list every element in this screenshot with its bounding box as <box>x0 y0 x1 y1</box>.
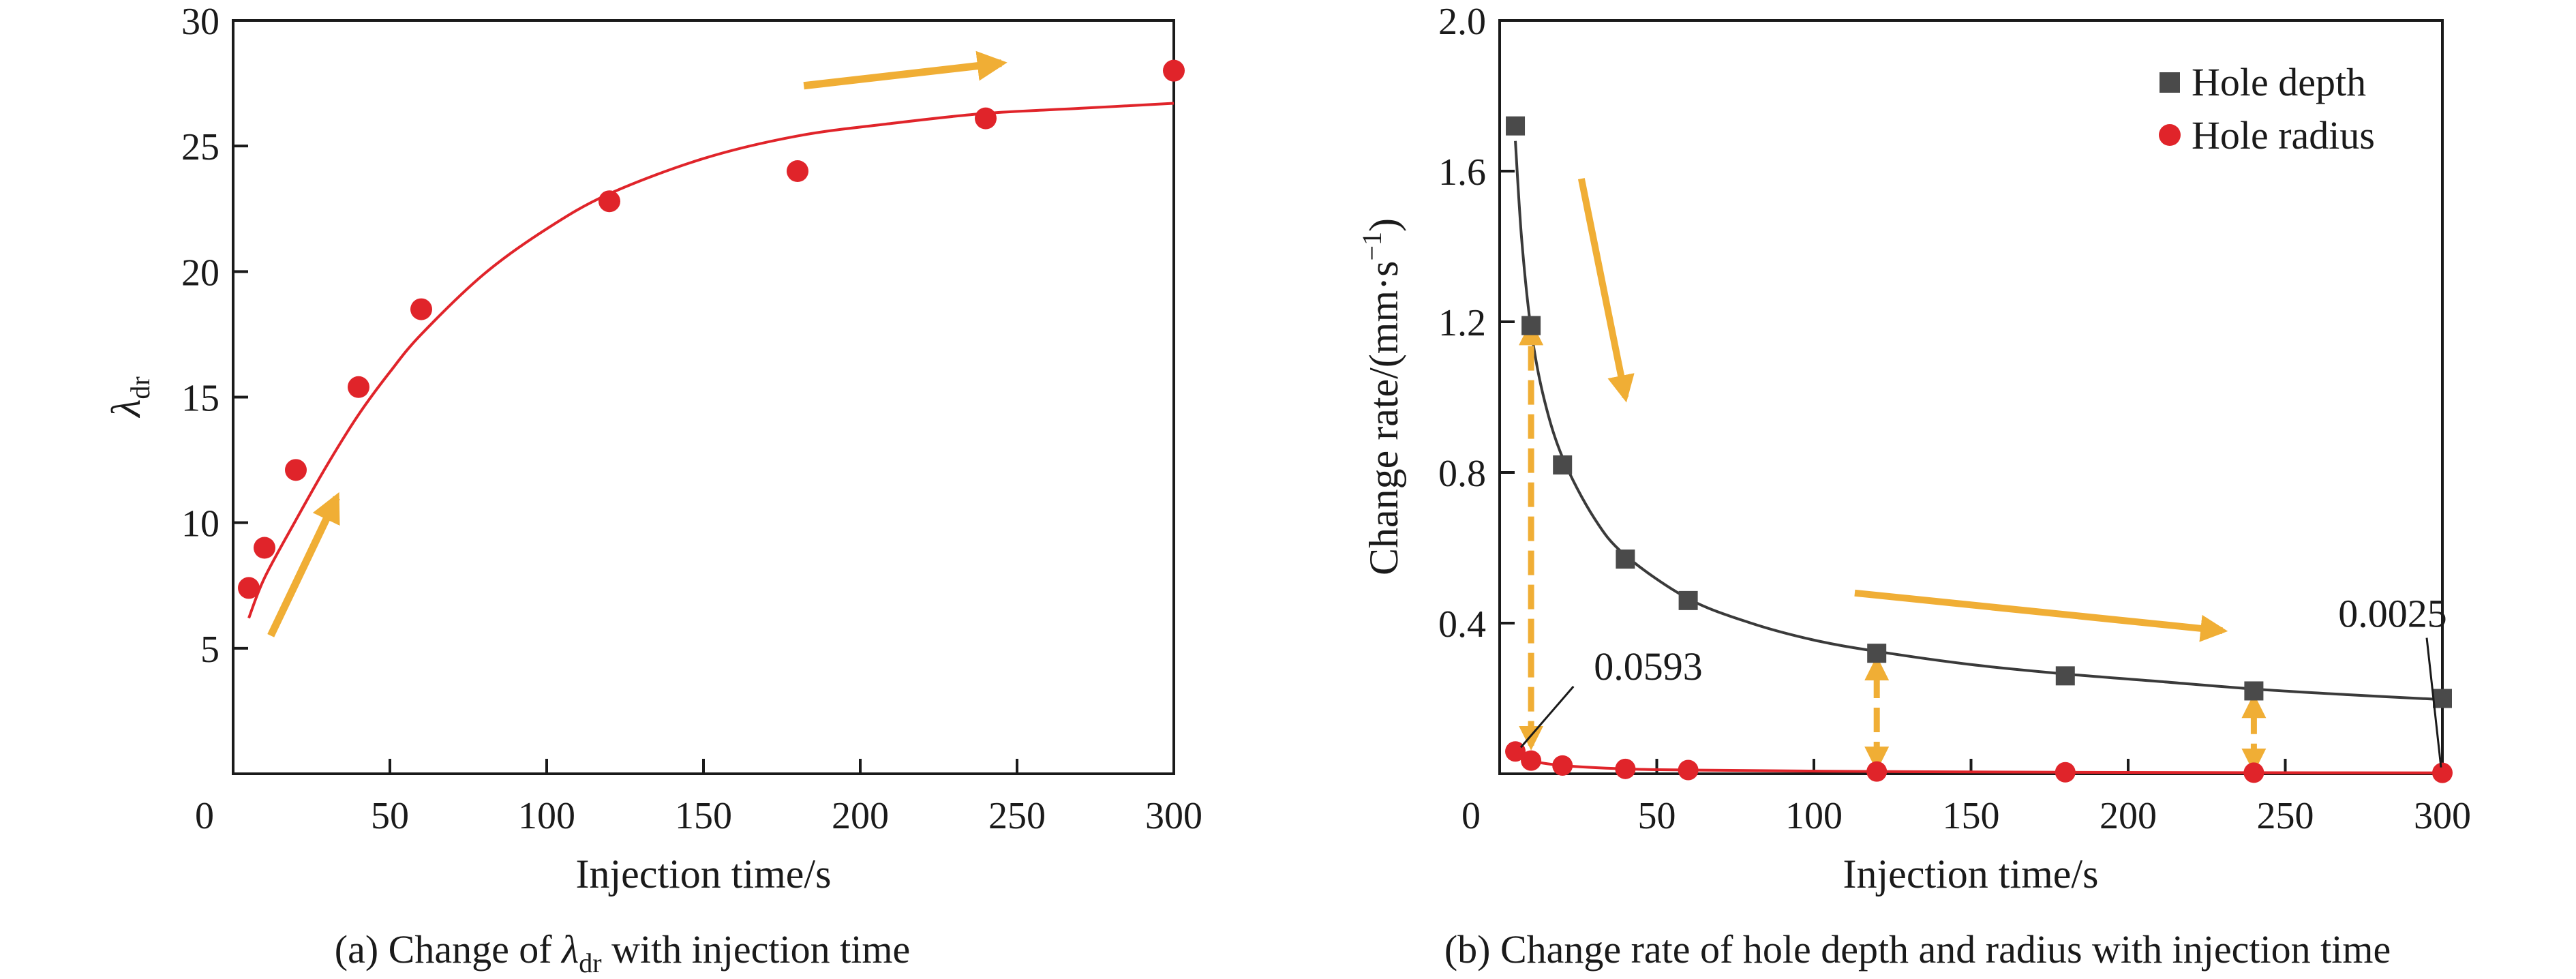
x-tick-label: 100 <box>1785 795 1843 837</box>
trend-arrow <box>267 492 340 637</box>
xlabel-a: Injection time/s <box>576 852 832 897</box>
data-point-hole-depth <box>2055 666 2075 686</box>
trend-arrows-a <box>267 50 1007 637</box>
x-tick-label: 250 <box>988 795 1046 837</box>
x-tick-label: 50 <box>1638 795 1676 837</box>
legend-marker-hole-depth <box>2160 72 2180 93</box>
ylabel-a-symbol: λ <box>104 400 149 419</box>
data-point-hole-depth <box>1616 549 1635 569</box>
data-point-lambda <box>254 537 275 559</box>
trend-arrows-b <box>1577 178 2228 642</box>
annotation-leader <box>1519 685 1575 749</box>
legend-b: Hole depth Hole radius <box>2159 60 2375 157</box>
data-point-hole-depth <box>2433 689 2452 708</box>
x-tick-label: 300 <box>2414 795 2471 837</box>
data-point-hole-radius <box>1615 758 1636 779</box>
data-point-lambda <box>598 190 620 213</box>
x-tick-label: 100 <box>518 795 575 837</box>
gap-arrows-b <box>1519 320 2267 773</box>
fit-curve-hole-radius <box>1515 751 2443 774</box>
x-tick-label: 150 <box>1943 795 2000 837</box>
data-point-lambda <box>410 298 432 320</box>
chart-panel-b: 0 50 100 150 200 250 300 0.4 0.8 1.2 1.6 2.0 0.0593… <box>1357 1 2471 972</box>
data-point-lambda <box>787 160 808 182</box>
ylabel-a: λdr <box>104 376 155 418</box>
y-tick-label: 0.8 <box>1438 453 1486 495</box>
x-tick-label: 50 <box>371 795 409 837</box>
annotation-leader <box>2425 637 2442 768</box>
data-point-hole-radius <box>1678 759 1699 781</box>
data-points-b <box>1505 116 2453 783</box>
data-point-hole-depth <box>1506 116 1526 136</box>
y-tick-label: 2.0 <box>1438 1 1486 43</box>
caption-b: (b) Change rate of hole depth and radius… <box>1444 927 2391 972</box>
data-point-lambda <box>285 459 307 481</box>
data-point-lambda <box>348 376 369 398</box>
data-point-hole-radius <box>1552 755 1573 776</box>
y-tick-label: 30 <box>181 1 219 43</box>
caption-a-symbol: λ <box>560 927 579 972</box>
data-point-lambda <box>238 577 260 599</box>
ylabel-b-end: ) <box>1361 218 1406 232</box>
trend-arrow <box>803 50 1007 90</box>
y-tick-label: 10 <box>181 503 219 545</box>
caption-a: (a) Change of λdr with injection time <box>335 927 910 978</box>
trend-arrow <box>1577 178 1635 403</box>
legend-label-hole-radius: Hole radius <box>2192 113 2375 157</box>
tick-marks-a <box>233 145 1018 774</box>
data-point-hole-depth <box>1678 590 1698 610</box>
y-tick-label: 15 <box>181 378 219 420</box>
data-point-hole-depth <box>1521 316 1541 335</box>
caption-a-suffix: with injection time <box>602 927 911 972</box>
tick-labels-a: 0 50 100 150 200 250 300 5 10 15 20 25 30 <box>181 1 1202 837</box>
x-tick-label: 200 <box>2100 795 2157 837</box>
data-point-hole-depth <box>1553 455 1573 475</box>
data-point-hole-radius <box>1866 761 1888 782</box>
data-point-hole-radius <box>1521 750 1542 771</box>
fit-curve-lambda <box>247 102 1175 619</box>
plot-frame-a <box>232 19 1175 775</box>
y-tick-label: 1.6 <box>1438 151 1486 194</box>
data-point-lambda <box>975 107 997 130</box>
ylabel-b: Change rate/(mm·s−1) <box>1357 218 1406 575</box>
data-point-lambda <box>1163 59 1185 82</box>
data-point-hole-depth <box>1867 644 1887 663</box>
y-tick-label: 25 <box>181 126 219 168</box>
x-tick-label: 300 <box>1145 795 1202 837</box>
data-point-hole-radius <box>2055 762 2076 783</box>
ylabel-b-sup: −1 <box>1357 232 1387 261</box>
data-point-hole-radius <box>2243 762 2264 783</box>
x-tick-label: 0 <box>195 795 214 837</box>
caption-a-sub: dr <box>579 948 601 978</box>
annotation-label: 0.0593 <box>1594 644 1703 689</box>
x-tick-label: 250 <box>2257 795 2314 837</box>
ylabel-b-main: Change rate/(mm·s <box>1361 261 1406 576</box>
y-tick-label: 1.2 <box>1438 302 1486 344</box>
caption-a-prefix: (a) Change of <box>335 927 562 972</box>
legend-marker-hole-radius <box>2159 124 2181 146</box>
fit-curve-hole-depth <box>1514 140 2443 702</box>
ylabel-a-sub: dr <box>125 376 155 399</box>
annotations-b: 0.0593 0.0025 <box>1519 592 2447 768</box>
x-tick-label: 0 <box>1461 795 1481 837</box>
xlabel-b: Injection time/s <box>1843 852 2099 897</box>
tick-labels-b: 0 50 100 150 200 250 300 0.4 0.8 1.2 1.6 2.0 <box>1438 1 2471 837</box>
y-tick-label: 5 <box>200 629 219 671</box>
y-tick-label: 0.4 <box>1438 603 1486 646</box>
x-tick-label: 150 <box>675 795 732 837</box>
trend-arrow <box>1854 589 2228 642</box>
data-point-hole-depth <box>2244 681 2264 701</box>
x-tick-label: 200 <box>832 795 889 837</box>
legend-label-hole-depth: Hole depth <box>2192 60 2366 104</box>
data-point-hole-radius <box>2432 762 2453 783</box>
y-tick-label: 20 <box>181 252 219 294</box>
annotation-label: 0.0025 <box>2338 592 2447 636</box>
data-points-lambda <box>238 59 1185 599</box>
